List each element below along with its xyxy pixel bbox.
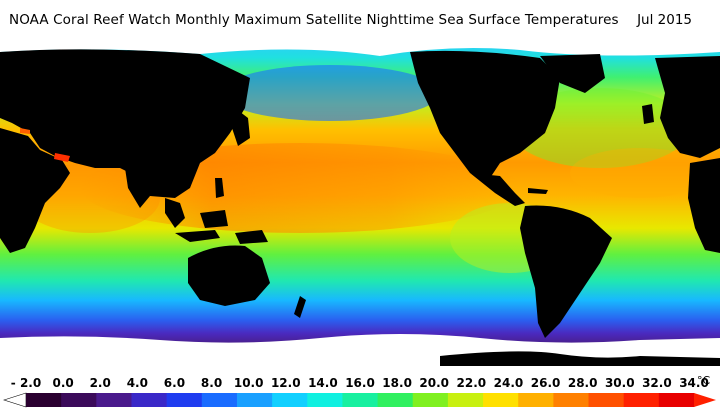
date-label: Jul 2015 bbox=[637, 12, 692, 28]
legend-tick-labels: - 2.0 0.0 2.0 4.0 6.0 8.0 10.0 12.0 14.0 16.0 18.0… bbox=[0, 376, 720, 394]
west-africa bbox=[688, 158, 720, 253]
colorbar-min-arrow bbox=[3, 392, 27, 408]
colorbar-segment bbox=[412, 393, 449, 407]
europe bbox=[655, 56, 720, 158]
colorbar-segment bbox=[483, 393, 519, 407]
legend-tick-label: 0.0 bbox=[52, 376, 74, 390]
colorbar-segment bbox=[623, 393, 660, 407]
india bbox=[125, 168, 150, 208]
eurasia bbox=[0, 49, 250, 198]
map-canvas bbox=[0, 38, 720, 366]
legend-tick-label: 34.0 bbox=[679, 376, 709, 390]
british-isles bbox=[642, 104, 654, 124]
legend-tick-label: 24.0 bbox=[493, 376, 524, 390]
colorbar-segment bbox=[307, 393, 343, 407]
arctic-ice bbox=[0, 38, 720, 56]
colorbar-segment bbox=[166, 393, 203, 407]
legend-tick-label: 14.0 bbox=[308, 376, 338, 390]
legend-tick-label: 22.0 bbox=[456, 376, 487, 390]
legend-tick-label: 2.0 bbox=[89, 376, 111, 390]
colorbar-segment bbox=[61, 393, 97, 407]
legend-tick-label: 28.0 bbox=[567, 376, 598, 390]
legend-tick-label: 6.0 bbox=[163, 376, 186, 390]
indochina bbox=[165, 198, 185, 228]
colorbar-segment bbox=[553, 393, 590, 407]
color-legend: - 2.0 0.0 2.0 4.0 6.0 8.0 10.0 12.0 14.0 16.0 18.0… bbox=[0, 366, 720, 411]
colorbar-segment bbox=[447, 393, 484, 407]
colorbar-segment bbox=[96, 393, 132, 407]
legend-tick-label: 16.0 bbox=[345, 376, 375, 390]
japan bbox=[232, 108, 250, 146]
colorbar-segment bbox=[342, 393, 379, 407]
colorbar-segment bbox=[518, 393, 554, 407]
new-guinea bbox=[235, 230, 268, 244]
atlantic-warm bbox=[570, 148, 710, 198]
legend-unit: °C bbox=[697, 374, 711, 387]
colorbar-segment bbox=[272, 393, 308, 407]
legend-tick-label: 26.0 bbox=[530, 376, 561, 390]
antarctica-land bbox=[440, 351, 720, 366]
africa-east bbox=[0, 128, 70, 253]
caribbean-islands bbox=[528, 188, 548, 194]
colorbar-segment bbox=[658, 393, 695, 407]
world-sst-map bbox=[0, 38, 720, 366]
colorbar bbox=[3, 392, 716, 408]
greenland bbox=[540, 54, 605, 93]
red-sea-hotspot bbox=[54, 153, 70, 162]
map-title: NOAA Coral Reef Watch Monthly Maximum Sa… bbox=[9, 12, 619, 28]
colorbar-segment bbox=[236, 393, 273, 407]
borneo bbox=[200, 210, 228, 228]
legend-tick-label: - 2.0 bbox=[10, 376, 42, 390]
colorbar-segment bbox=[588, 393, 625, 407]
australia bbox=[188, 245, 270, 306]
philippines bbox=[215, 178, 224, 198]
south-america bbox=[520, 205, 612, 338]
central-america bbox=[470, 173, 525, 206]
colorbar-segment bbox=[377, 393, 414, 407]
legend-tick-label: 20.0 bbox=[419, 376, 450, 390]
legend-tick-label: 30.0 bbox=[604, 376, 635, 390]
colorbar-segment bbox=[131, 393, 168, 407]
mediterranean-hotspot bbox=[20, 128, 30, 134]
north-america bbox=[410, 50, 560, 178]
title-bar: NOAA Coral Reef Watch Monthly Maximum Sa… bbox=[0, 0, 720, 38]
legend-tick-label: 10.0 bbox=[233, 376, 264, 390]
colorbar-max-arrow bbox=[694, 393, 716, 407]
legend-tick-label: 4.0 bbox=[126, 376, 148, 390]
colorbar-segment bbox=[201, 393, 238, 407]
north-pacific-cold bbox=[220, 65, 440, 121]
legend-tick-label: 12.0 bbox=[270, 376, 301, 390]
colorbar-segment bbox=[26, 393, 62, 407]
new-zealand bbox=[294, 296, 306, 318]
legend-tick-label: 18.0 bbox=[382, 376, 412, 390]
legend-tick-label: 8.0 bbox=[200, 376, 223, 390]
legend-tick-label: 32.0 bbox=[642, 376, 672, 390]
sumatra-java bbox=[175, 230, 220, 242]
